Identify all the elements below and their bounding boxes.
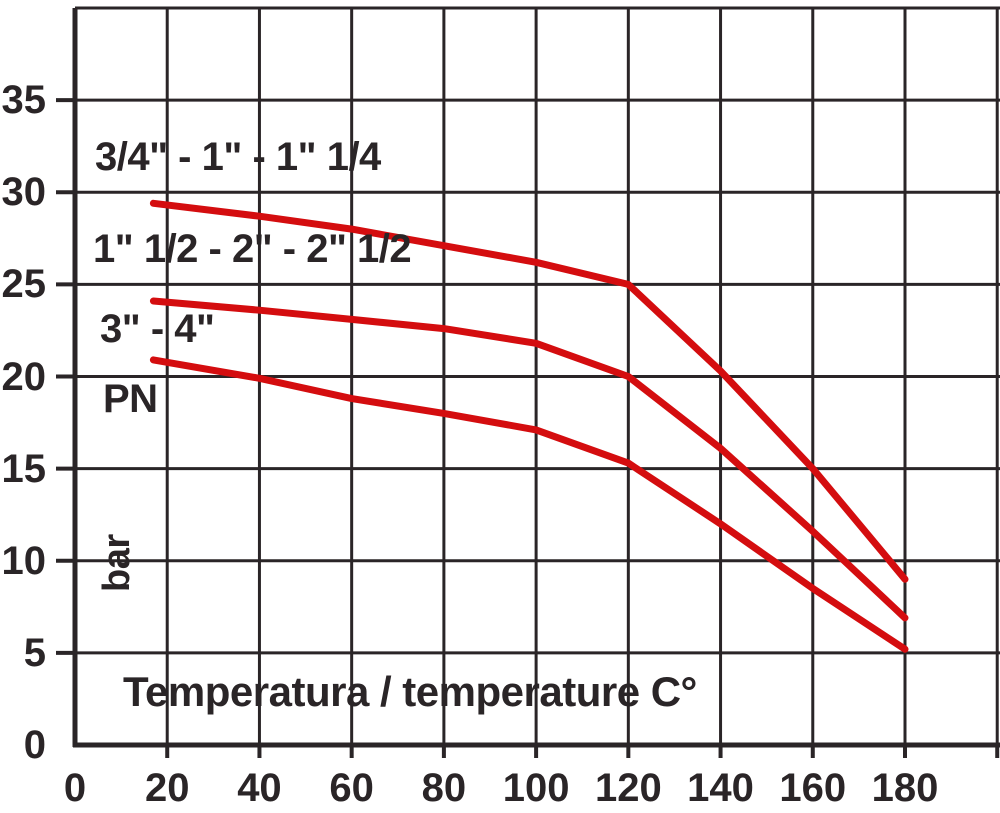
x-tick-label-80: 80: [421, 766, 467, 810]
x-tick-label-140: 140: [687, 766, 754, 810]
x-tick-label-20: 20: [144, 766, 190, 810]
x-tick-label-180: 180: [871, 766, 939, 810]
curve-series-3: [149, 356, 909, 653]
curve-series-1: [149, 199, 909, 583]
y-tick-label-30: 30: [1, 170, 47, 215]
y-tick-label-0: 0: [23, 723, 46, 767]
x-tick-label-120: 120: [594, 766, 662, 810]
series-label-small-sizes: 3/4" - 1" - 1" 1/4: [95, 135, 381, 179]
x-tick-label-0: 0: [63, 766, 87, 810]
y-axis-label-pn: PN: [103, 377, 158, 421]
series-label-large-sizes: 3" - 4": [100, 307, 215, 351]
x-tick-label-40: 40: [237, 766, 282, 810]
y-tick-label-10: 10: [1, 538, 47, 583]
x-tick-label-160: 160: [779, 766, 847, 810]
y-tick-label-15: 15: [1, 446, 47, 491]
curve-series-2: [149, 297, 909, 622]
x-tick-label-100: 100: [502, 766, 570, 810]
y-tick-label-20: 20: [1, 354, 47, 399]
x-axis-label-temperature: Temperatura / temperature C°: [123, 668, 697, 715]
y-tick-label-5: 5: [23, 630, 46, 675]
y-tick-label-35: 35: [1, 78, 47, 123]
y-axis-unit-label-bar: bar: [96, 534, 138, 592]
y-tick-label-25: 25: [1, 262, 47, 307]
x-tick-label-60: 60: [329, 766, 374, 810]
series-label-medium-sizes: 1" 1/2 - 2" - 2" 1/2: [93, 227, 412, 271]
